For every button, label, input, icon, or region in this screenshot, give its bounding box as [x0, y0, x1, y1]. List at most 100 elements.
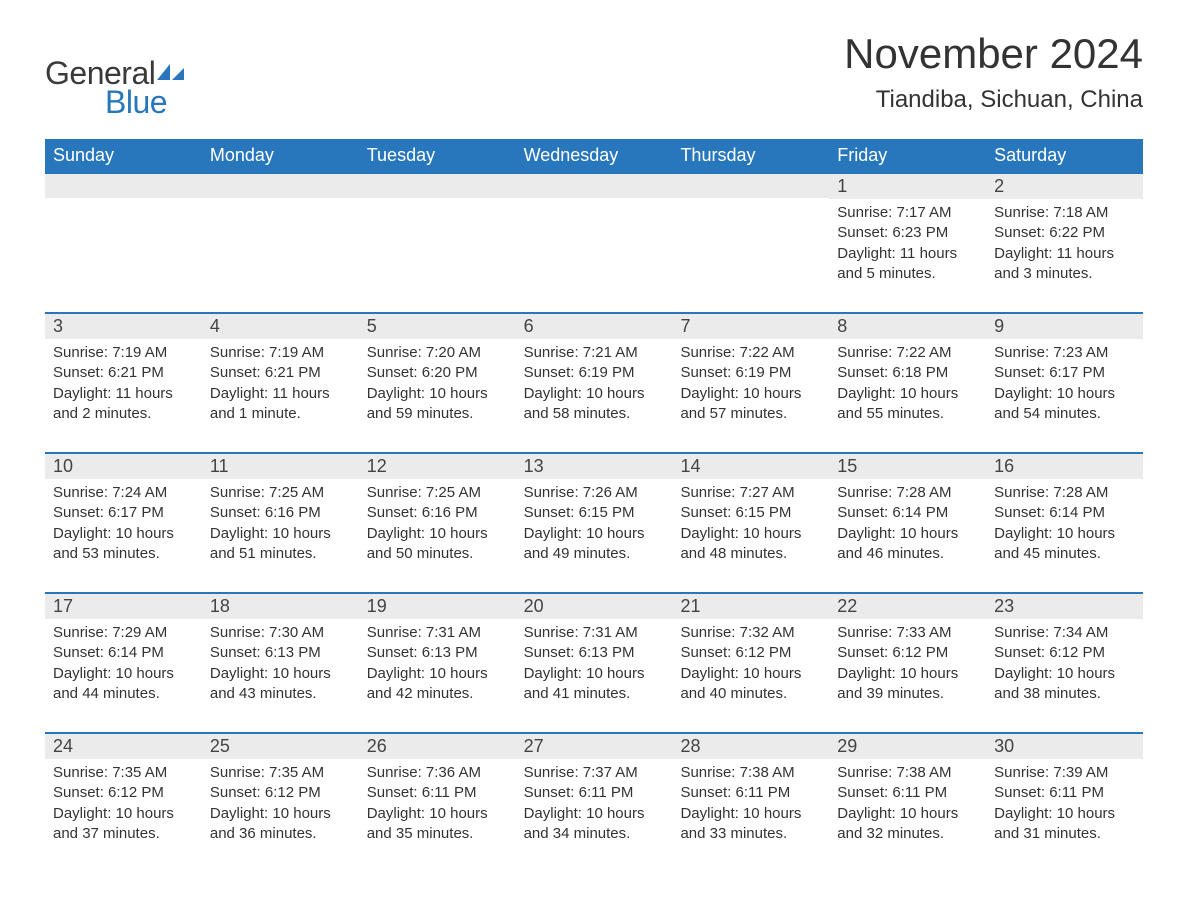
day-content: Sunrise: 7:22 AMSunset: 6:19 PMDaylight:…: [672, 339, 829, 428]
day-cell: 14Sunrise: 7:27 AMSunset: 6:15 PMDayligh…: [672, 452, 829, 568]
sunrise-text: Sunrise: 7:24 AM: [53, 483, 194, 503]
sunrise-text: Sunrise: 7:25 AM: [367, 483, 508, 503]
sunset-text: Sunset: 6:16 PM: [210, 503, 351, 523]
day-number: 28: [672, 732, 829, 759]
daylight-text-2: and 40 minutes.: [680, 684, 821, 704]
sunrise-text: Sunrise: 7:23 AM: [994, 343, 1135, 363]
day-content: Sunrise: 7:30 AMSunset: 6:13 PMDaylight:…: [202, 619, 359, 708]
day-cell: 24Sunrise: 7:35 AMSunset: 6:12 PMDayligh…: [45, 732, 202, 848]
day-number: [516, 172, 673, 198]
daylight-text-2: and 49 minutes.: [524, 544, 665, 564]
daylight-text-1: Daylight: 10 hours: [680, 804, 821, 824]
day-cell: 18Sunrise: 7:30 AMSunset: 6:13 PMDayligh…: [202, 592, 359, 708]
sunset-text: Sunset: 6:12 PM: [210, 783, 351, 803]
sunset-text: Sunset: 6:12 PM: [53, 783, 194, 803]
day-content: Sunrise: 7:35 AMSunset: 6:12 PMDaylight:…: [45, 759, 202, 848]
sunset-text: Sunset: 6:16 PM: [367, 503, 508, 523]
day-number: 24: [45, 732, 202, 759]
daylight-text-1: Daylight: 10 hours: [210, 664, 351, 684]
day-cell: 22Sunrise: 7:33 AMSunset: 6:12 PMDayligh…: [829, 592, 986, 708]
day-cell: 6Sunrise: 7:21 AMSunset: 6:19 PMDaylight…: [516, 312, 673, 428]
day-number: 21: [672, 592, 829, 619]
day-cell: 7Sunrise: 7:22 AMSunset: 6:19 PMDaylight…: [672, 312, 829, 428]
day-content: Sunrise: 7:39 AMSunset: 6:11 PMDaylight:…: [986, 759, 1143, 848]
day-cell: 20Sunrise: 7:31 AMSunset: 6:13 PMDayligh…: [516, 592, 673, 708]
day-number: 4: [202, 312, 359, 339]
day-content: Sunrise: 7:25 AMSunset: 6:16 PMDaylight:…: [359, 479, 516, 568]
day-header: Friday: [829, 139, 986, 172]
day-number: 19: [359, 592, 516, 619]
sunset-text: Sunset: 6:14 PM: [994, 503, 1135, 523]
day-content: Sunrise: 7:22 AMSunset: 6:18 PMDaylight:…: [829, 339, 986, 428]
daylight-text-2: and 5 minutes.: [837, 264, 978, 284]
daylight-text-2: and 31 minutes.: [994, 824, 1135, 844]
day-content: Sunrise: 7:19 AMSunset: 6:21 PMDaylight:…: [202, 339, 359, 428]
sunset-text: Sunset: 6:22 PM: [994, 223, 1135, 243]
day-cell: 23Sunrise: 7:34 AMSunset: 6:12 PMDayligh…: [986, 592, 1143, 708]
sunrise-text: Sunrise: 7:35 AM: [53, 763, 194, 783]
day-content: Sunrise: 7:19 AMSunset: 6:21 PMDaylight:…: [45, 339, 202, 428]
week-row: 17Sunrise: 7:29 AMSunset: 6:14 PMDayligh…: [45, 592, 1143, 708]
sunrise-text: Sunrise: 7:36 AM: [367, 763, 508, 783]
daylight-text-1: Daylight: 10 hours: [367, 524, 508, 544]
day-cell: 15Sunrise: 7:28 AMSunset: 6:14 PMDayligh…: [829, 452, 986, 568]
weeks-container: 1Sunrise: 7:17 AMSunset: 6:23 PMDaylight…: [45, 172, 1143, 848]
day-cell: 16Sunrise: 7:28 AMSunset: 6:14 PMDayligh…: [986, 452, 1143, 568]
sunset-text: Sunset: 6:21 PM: [53, 363, 194, 383]
sunrise-text: Sunrise: 7:27 AM: [680, 483, 821, 503]
daylight-text-2: and 36 minutes.: [210, 824, 351, 844]
day-cell: 12Sunrise: 7:25 AMSunset: 6:16 PMDayligh…: [359, 452, 516, 568]
day-number: 11: [202, 452, 359, 479]
sunrise-text: Sunrise: 7:28 AM: [994, 483, 1135, 503]
daylight-text-2: and 1 minute.: [210, 404, 351, 424]
day-content: Sunrise: 7:38 AMSunset: 6:11 PMDaylight:…: [672, 759, 829, 848]
daylight-text-2: and 41 minutes.: [524, 684, 665, 704]
day-number: [672, 172, 829, 198]
day-headers-row: SundayMondayTuesdayWednesdayThursdayFrid…: [45, 139, 1143, 172]
day-content: Sunrise: 7:37 AMSunset: 6:11 PMDaylight:…: [516, 759, 673, 848]
day-cell: [516, 172, 673, 288]
day-content: Sunrise: 7:20 AMSunset: 6:20 PMDaylight:…: [359, 339, 516, 428]
day-content: Sunrise: 7:35 AMSunset: 6:12 PMDaylight:…: [202, 759, 359, 848]
day-cell: 8Sunrise: 7:22 AMSunset: 6:18 PMDaylight…: [829, 312, 986, 428]
daylight-text-2: and 57 minutes.: [680, 404, 821, 424]
sunrise-text: Sunrise: 7:31 AM: [524, 623, 665, 643]
day-cell: 17Sunrise: 7:29 AMSunset: 6:14 PMDayligh…: [45, 592, 202, 708]
day-header: Monday: [202, 139, 359, 172]
sunrise-text: Sunrise: 7:19 AM: [210, 343, 351, 363]
sunset-text: Sunset: 6:13 PM: [367, 643, 508, 663]
daylight-text-2: and 53 minutes.: [53, 544, 194, 564]
day-number: [45, 172, 202, 198]
day-cell: [359, 172, 516, 288]
daylight-text-1: Daylight: 10 hours: [837, 524, 978, 544]
day-number: 1: [829, 172, 986, 199]
sunrise-text: Sunrise: 7:18 AM: [994, 203, 1135, 223]
day-content: Sunrise: 7:31 AMSunset: 6:13 PMDaylight:…: [359, 619, 516, 708]
day-number: 10: [45, 452, 202, 479]
daylight-text-2: and 44 minutes.: [53, 684, 194, 704]
day-content: Sunrise: 7:36 AMSunset: 6:11 PMDaylight:…: [359, 759, 516, 848]
sunrise-text: Sunrise: 7:26 AM: [524, 483, 665, 503]
sunrise-text: Sunrise: 7:28 AM: [837, 483, 978, 503]
day-number: 9: [986, 312, 1143, 339]
sunrise-text: Sunrise: 7:21 AM: [524, 343, 665, 363]
day-number: 2: [986, 172, 1143, 199]
daylight-text-2: and 58 minutes.: [524, 404, 665, 424]
day-content: Sunrise: 7:32 AMSunset: 6:12 PMDaylight:…: [672, 619, 829, 708]
daylight-text-1: Daylight: 10 hours: [524, 524, 665, 544]
sunrise-text: Sunrise: 7:32 AM: [680, 623, 821, 643]
sunset-text: Sunset: 6:15 PM: [524, 503, 665, 523]
daylight-text-1: Daylight: 10 hours: [680, 664, 821, 684]
daylight-text-1: Daylight: 10 hours: [367, 804, 508, 824]
sunrise-text: Sunrise: 7:35 AM: [210, 763, 351, 783]
day-number: 25: [202, 732, 359, 759]
sunset-text: Sunset: 6:23 PM: [837, 223, 978, 243]
daylight-text-1: Daylight: 10 hours: [524, 804, 665, 824]
daylight-text-1: Daylight: 10 hours: [837, 664, 978, 684]
day-header: Saturday: [986, 139, 1143, 172]
sunset-text: Sunset: 6:19 PM: [680, 363, 821, 383]
day-content: Sunrise: 7:17 AMSunset: 6:23 PMDaylight:…: [829, 199, 986, 288]
daylight-text-2: and 2 minutes.: [53, 404, 194, 424]
week-row: 24Sunrise: 7:35 AMSunset: 6:12 PMDayligh…: [45, 732, 1143, 848]
daylight-text-2: and 38 minutes.: [994, 684, 1135, 704]
